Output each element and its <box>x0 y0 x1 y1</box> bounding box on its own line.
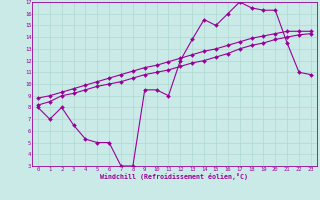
X-axis label: Windchill (Refroidissement éolien,°C): Windchill (Refroidissement éolien,°C) <box>100 173 248 180</box>
